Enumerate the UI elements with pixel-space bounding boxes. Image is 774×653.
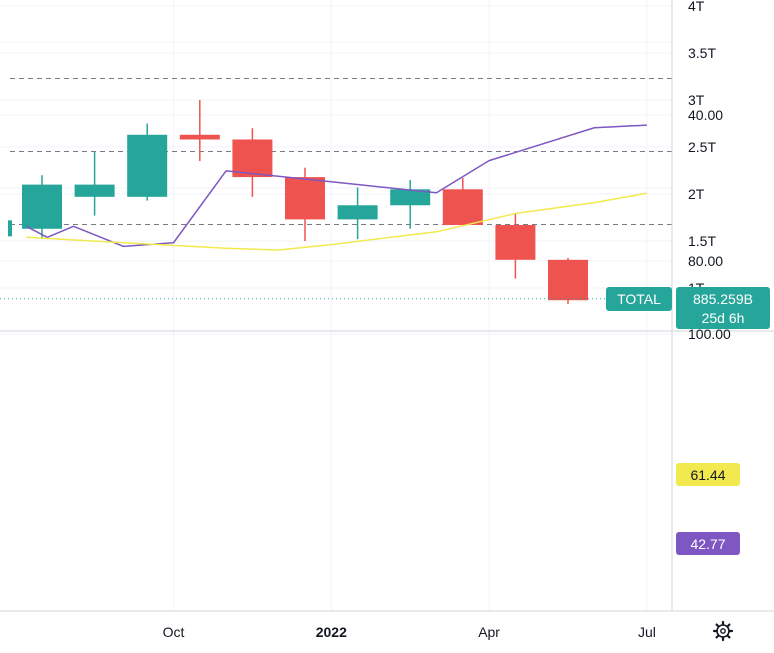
candle-partial bbox=[8, 220, 12, 237]
price-tick-label: 2.5T bbox=[688, 139, 716, 155]
price-tag-countdown: 25d 6h bbox=[702, 310, 745, 326]
indicator-band bbox=[10, 78, 672, 225]
candle bbox=[74, 151, 115, 216]
time-tick-label: Jul bbox=[638, 624, 656, 640]
time-tick-label: Oct bbox=[163, 624, 185, 640]
indicator-axis[interactable]: 100.00 80.00 40.00 bbox=[688, 107, 731, 342]
candle bbox=[232, 128, 273, 197]
price-tick-label: 4T bbox=[688, 0, 705, 14]
candle bbox=[285, 167, 325, 241]
price-tick-label: 1.5T bbox=[688, 233, 716, 249]
candle-body bbox=[337, 205, 378, 220]
price-tick-label: 3T bbox=[688, 92, 705, 108]
time-tick-label: Apr bbox=[478, 624, 500, 640]
candlestick-series bbox=[8, 100, 626, 304]
symbol-tag bbox=[606, 287, 672, 311]
candle-body bbox=[127, 134, 168, 197]
price-tick-label: 2T bbox=[688, 186, 705, 202]
time-tick-label: 2022 bbox=[316, 624, 347, 640]
candle bbox=[179, 100, 220, 162]
candle bbox=[22, 175, 62, 240]
candle-body bbox=[495, 225, 536, 260]
candle-body bbox=[285, 177, 325, 220]
price-tick-label: 3.5T bbox=[688, 45, 716, 61]
candle-body bbox=[232, 139, 273, 178]
candle-body bbox=[22, 184, 62, 229]
purple-value-label: 42.77 bbox=[690, 536, 725, 552]
candle bbox=[495, 212, 536, 279]
candle-body bbox=[179, 134, 220, 140]
indicator-tick-label: 40.00 bbox=[688, 107, 723, 123]
candle-body bbox=[74, 184, 115, 197]
candle-body bbox=[390, 189, 431, 206]
candle bbox=[337, 187, 378, 240]
price-tag-value: 885.259B bbox=[693, 291, 753, 307]
yellow-indicator-line bbox=[26, 192, 648, 251]
candle bbox=[390, 179, 431, 229]
purple-indicator-line bbox=[25, 124, 647, 248]
indicator-tick-label: 100.00 bbox=[688, 326, 731, 342]
gridlines bbox=[0, 0, 672, 611]
candle bbox=[127, 123, 168, 201]
price-tag bbox=[676, 287, 770, 329]
purple-value-tag bbox=[676, 532, 740, 555]
indicator-tick-label: 80.00 bbox=[688, 253, 723, 269]
yellow-value-label: 61.44 bbox=[690, 467, 725, 483]
candle bbox=[442, 178, 483, 226]
symbol-tag-label: TOTAL bbox=[617, 291, 661, 307]
yellow-value-tag bbox=[676, 463, 740, 486]
gear-icon[interactable] bbox=[712, 620, 734, 642]
candle-body bbox=[442, 189, 483, 226]
current-price-marker: TOTAL 885.259B 25d 6h bbox=[0, 287, 770, 329]
indicator-lines bbox=[25, 124, 648, 251]
candle bbox=[548, 257, 588, 304]
time-axis[interactable]: Oct 2022 Apr Jul bbox=[163, 624, 656, 640]
indicator-value-tags: 61.44 42.77 bbox=[676, 463, 740, 555]
candle-body bbox=[548, 259, 588, 301]
